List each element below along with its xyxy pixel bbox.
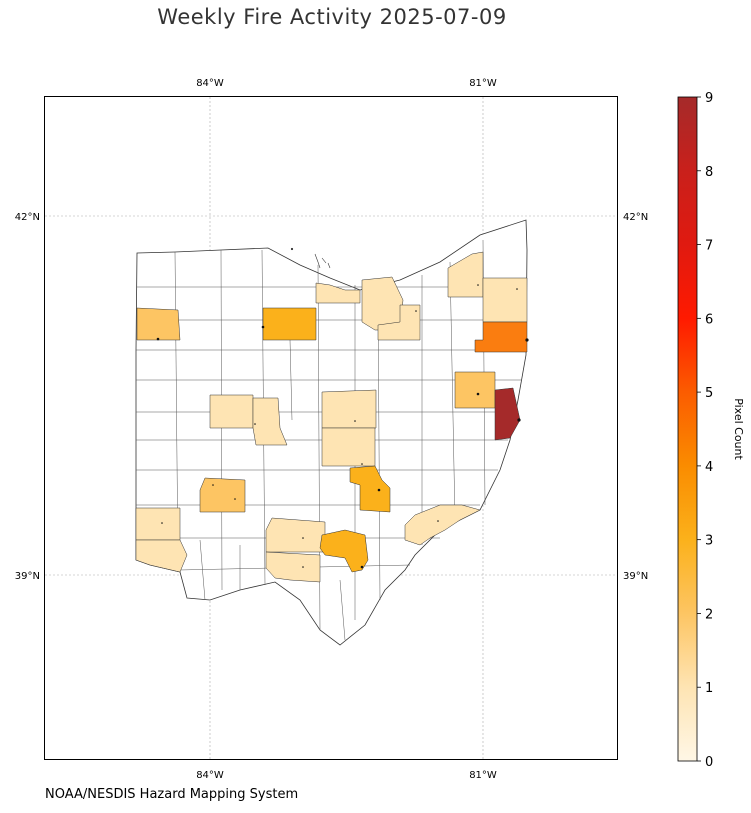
colorbar-tick-label: 2 xyxy=(705,607,713,622)
fire-points xyxy=(156,284,529,569)
map-frame xyxy=(44,96,618,760)
lat-tick-right-42: 42°N xyxy=(623,212,648,223)
colorbar-tick-label: 6 xyxy=(705,312,713,327)
county-defiance xyxy=(136,307,181,341)
county-pike-adams xyxy=(265,551,321,583)
county-logan xyxy=(252,397,288,446)
colorbar-ticks: 0 1 2 3 4 5 6 7 8 9 xyxy=(697,91,713,770)
lon-tick-bottom-81: 81°W xyxy=(469,770,497,781)
colorbar-label: Pixel Count xyxy=(732,398,745,460)
county-lorain xyxy=(377,304,421,341)
colorbar-tick-label: 1 xyxy=(705,681,713,696)
county-butler xyxy=(135,507,181,541)
lat-tick-left-39: 39°N xyxy=(15,571,40,582)
county-franklin xyxy=(321,427,376,467)
colorbar-tick-label: 4 xyxy=(705,460,713,475)
lake-islands xyxy=(290,247,331,269)
county-wood xyxy=(262,307,317,341)
county-greene xyxy=(199,477,246,513)
county-delaware xyxy=(321,389,377,429)
colorbar-tick-label: 9 xyxy=(705,91,713,106)
county-trumbull xyxy=(474,321,528,353)
colorbar xyxy=(677,96,698,762)
lon-tick-top-84: 84°W xyxy=(196,78,224,89)
county-highland xyxy=(265,517,326,553)
county-hamilton xyxy=(135,539,188,573)
county-washington xyxy=(404,504,481,546)
colorbar-tick-label: 3 xyxy=(705,534,713,549)
county-columbiana xyxy=(454,371,496,409)
lon-tick-bottom-84: 84°W xyxy=(196,770,224,781)
page-title: Weekly Fire Activity 2025-07-09 xyxy=(157,5,507,29)
county-lake-erie-shore xyxy=(315,282,361,304)
lon-tick-top-81: 81°W xyxy=(469,78,497,89)
colorbar-tick-label: 7 xyxy=(705,239,713,254)
county-shapes xyxy=(135,251,528,583)
colorbar-tick-label: 8 xyxy=(705,165,713,180)
county-ashtabula xyxy=(482,277,528,323)
county-fairfield xyxy=(349,465,391,513)
lat-tick-left-42: 42°N xyxy=(15,212,40,223)
colorbar-tick-label: 0 xyxy=(705,755,713,770)
county-jefferson xyxy=(494,387,521,441)
colorbar-tick-label: 5 xyxy=(705,386,713,401)
lat-tick-right-39: 39°N xyxy=(623,571,648,582)
county-lake xyxy=(447,251,484,298)
source-credit: NOAA/NESDIS Hazard Mapping System xyxy=(45,787,299,802)
county-ross xyxy=(319,529,369,573)
county-auglaize xyxy=(209,394,254,429)
